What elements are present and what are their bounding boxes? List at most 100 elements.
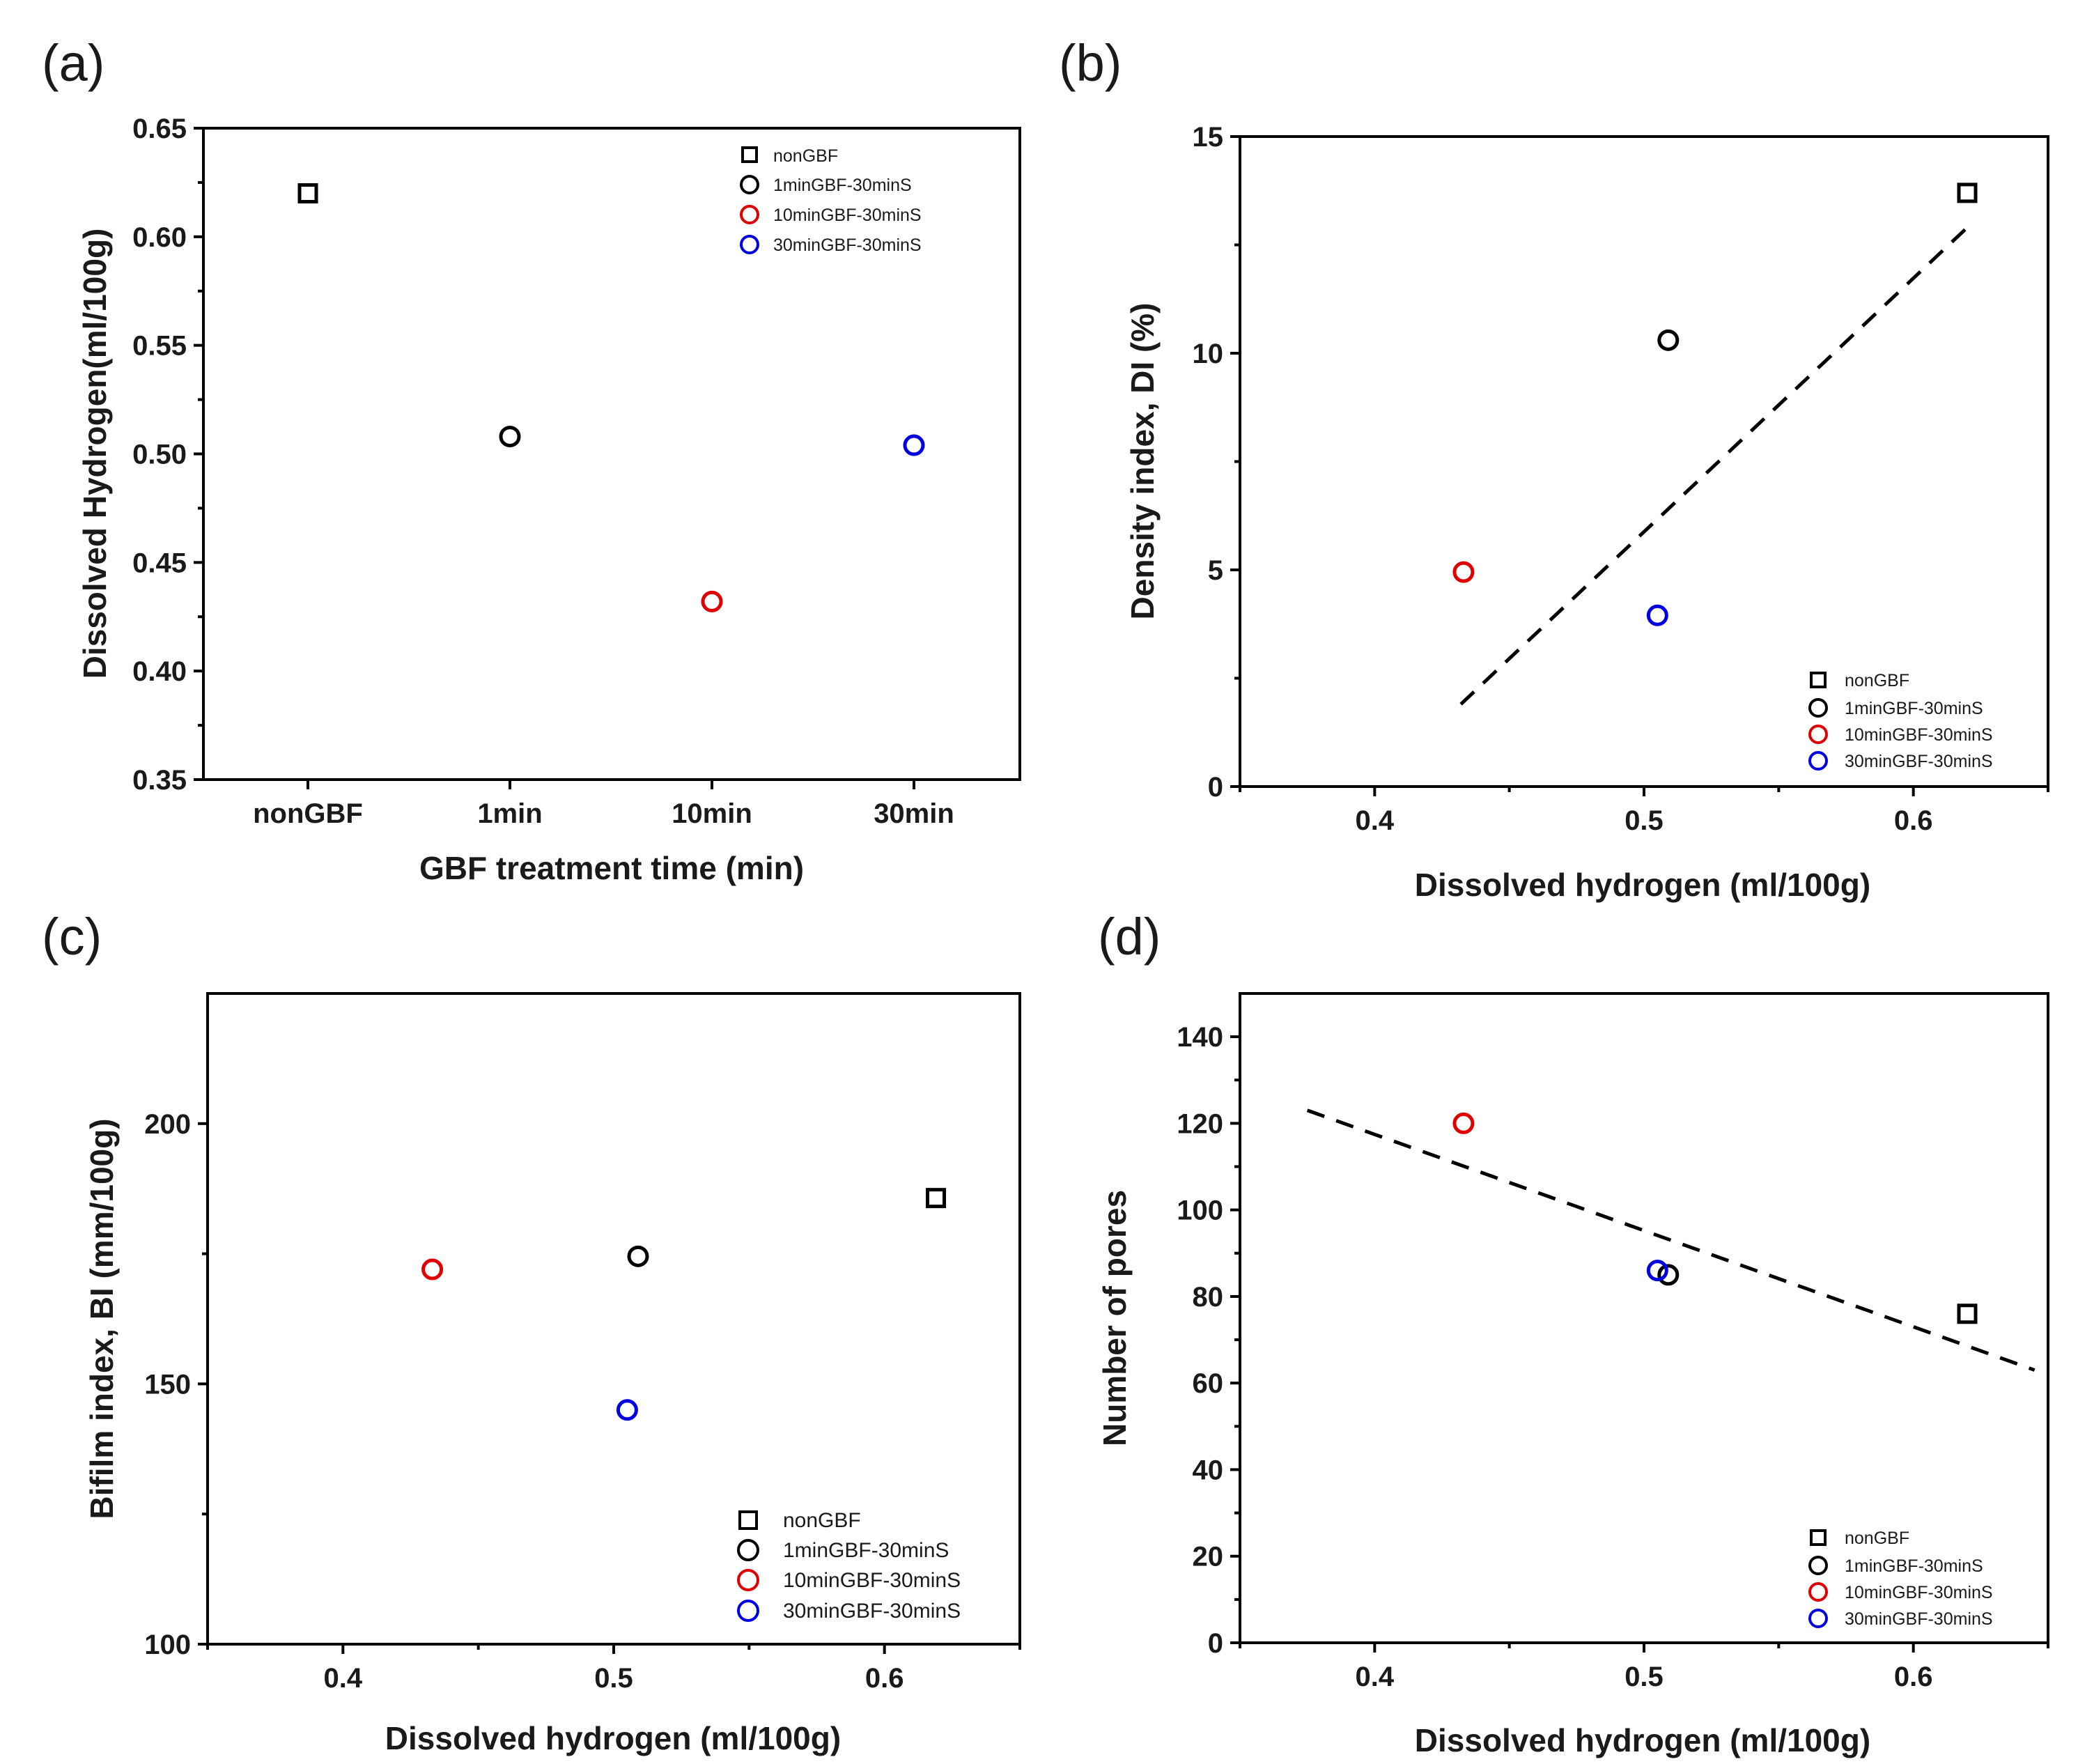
panel-b-x-axis-title: Dissolved hydrogen (ml/100g) [1415, 867, 1870, 903]
legend-b-label-10min: 10minGBF-30minS [1845, 725, 1993, 745]
panel-a: (a) nonGBF 1min 10min 30min 0.35 0.40 0.45 0.50… [42, 34, 1021, 886]
data-point-m10 [701, 590, 723, 612]
y-tick-label: 0 [1208, 1628, 1223, 1659]
y-tick-label: 0.35 [132, 765, 187, 796]
legend-b-label-1min: 1minGBF-30minS [1845, 699, 1983, 718]
legend-d-marker-nongbf [1810, 1529, 1827, 1546]
data-point-m1 [1657, 329, 1680, 351]
data-point-nonGBF [926, 1188, 947, 1209]
panel-c-legend: nonGBF 1minGBF-30minS 10minGBF-30minS 30… [737, 1509, 961, 1623]
data-point-nonGBF [1957, 183, 1978, 203]
data-point-m10 [1452, 1112, 1475, 1134]
x-tick-label: 0.4 [1356, 805, 1395, 836]
data-point-nonGBF [1957, 1303, 1978, 1324]
data-point-m30 [903, 434, 925, 456]
y-tick-label: 60 [1193, 1368, 1224, 1399]
data-point-nonGBF [297, 183, 318, 203]
panel-c-marks [421, 1188, 947, 1421]
x-tick-label: 0.5 [1625, 805, 1664, 836]
legend-a-marker-30min [740, 235, 759, 254]
panel-d-x-axis-title: Dissolved hydrogen (ml/100g) [1415, 1722, 1870, 1758]
panel-c-label: (c) [42, 908, 102, 966]
y-tick-label: 0.65 [132, 114, 187, 144]
x-tick-label: 30min [874, 798, 954, 829]
y-tick-label: 40 [1193, 1455, 1224, 1485]
data-point-m30 [1646, 604, 1668, 626]
y-tick-label: 150 [144, 1369, 191, 1400]
legend-d-label-1min: 1minGBF-30minS [1845, 1556, 1983, 1576]
panel-b-y-axis-title: Density index, DI (%) [1124, 303, 1161, 620]
legend-b-marker-nongbf [1810, 672, 1827, 688]
panel-b-label: (b) [1059, 34, 1122, 92]
legend-b-marker-1min [1808, 698, 1828, 718]
y-tick-label: 0.50 [132, 440, 187, 470]
legend-c-label-30min: 30minGBF-30minS [783, 1600, 961, 1623]
y-tick-label: 100 [144, 1630, 191, 1660]
y-tick-label: 10 [1193, 339, 1224, 369]
y-tick-label: 0.40 [132, 656, 187, 687]
panel-d: (d) 0.4 0.5 0.6 0 20 40 60 80 100 120 140 Dissolve… [1096, 908, 2049, 1758]
legend-d-label-10min: 10minGBF-30minS [1845, 1583, 1993, 1602]
x-tick-label: 1min [477, 798, 542, 829]
legend-c-marker-1min [737, 1539, 759, 1561]
panel-c-x-axis-title: Dissolved hydrogen (ml/100g) [385, 1720, 841, 1756]
legend-a-label-30min: 30minGBF-30minS [773, 235, 922, 255]
y-tick-label: 140 [1177, 1022, 1223, 1053]
panel-b: (b) 0.4 0.5 0.6 0 5 10 15 Dissolved hydrogen (… [1059, 34, 2049, 903]
data-point-m30 [1646, 1260, 1668, 1282]
panel-a-x-axis-title: GBF treatment time (min) [419, 850, 804, 886]
panel-b-legend: nonGBF 1minGBF-30minS 10minGBF-30minS 30… [1808, 671, 1993, 771]
trend-line [1459, 226, 1969, 706]
legend-c-label-10min: 10minGBF-30minS [783, 1569, 961, 1592]
panel-c-y-axis-title: Bifilm index, BI (mm/100g) [84, 1118, 120, 1519]
panel-d-y-axis-title: Number of pores [1096, 1190, 1133, 1446]
legend-c-marker-nongbf [738, 1510, 758, 1530]
legend-a-label-1min: 1minGBF-30minS [773, 176, 912, 195]
panel-a-marks [297, 183, 925, 612]
y-tick-label: 0.60 [132, 222, 187, 253]
panel-b-marks [1452, 183, 1978, 706]
data-point-m30 [616, 1399, 638, 1421]
x-tick-label: 0.6 [1894, 1662, 1933, 1692]
legend-c-label-1min: 1minGBF-30minS [783, 1539, 949, 1562]
panel-a-label: (a) [42, 34, 104, 92]
y-tick-label: 0 [1208, 772, 1223, 803]
panel-d-ticks: 0.4 0.5 0.6 0 20 40 60 80 100 120 140 [1177, 1022, 2049, 1692]
legend-a-marker-1min [740, 175, 759, 194]
legend-d-marker-1min [1808, 1556, 1828, 1575]
legend-a-label-10min: 10minGBF-30minS [773, 206, 922, 225]
legend-d-marker-30min [1808, 1609, 1828, 1628]
legend-d-label-nongbf: nonGBF [1845, 1529, 1909, 1548]
panel-a-ticks: nonGBF 1min 10min 30min 0.35 0.40 0.45 0.50 0.55… [132, 114, 954, 829]
panel-d-legend: nonGBF 1minGBF-30minS 10minGBF-30minS 30… [1808, 1529, 1993, 1629]
data-point-m1 [627, 1245, 649, 1267]
panel-a-y-axis-title: Dissolved Hydrogen(ml/100g) [77, 229, 113, 679]
panel-b-ticks: 0.4 0.5 0.6 0 5 10 15 [1193, 122, 2049, 836]
data-point-m1 [499, 426, 521, 448]
x-tick-label: 0.6 [1894, 805, 1933, 836]
x-tick-label: 0.6 [865, 1663, 904, 1694]
legend-b-marker-30min [1808, 751, 1828, 771]
panel-d-label: (d) [1098, 908, 1161, 966]
panel-a-legend: nonGBF 1minGBF-30minS 10minGBF-30minS 30… [740, 146, 922, 255]
x-tick-label: 0.5 [594, 1663, 633, 1694]
legend-b-label-nongbf: nonGBF [1845, 671, 1909, 690]
legend-b-marker-10min [1808, 725, 1828, 744]
x-tick-label: 10min [672, 798, 752, 829]
y-tick-label: 120 [1177, 1108, 1223, 1139]
data-point-m10 [1452, 561, 1475, 583]
y-tick-label: 15 [1193, 122, 1224, 153]
legend-d-label-30min: 30minGBF-30minS [1845, 1609, 1993, 1629]
legend-a-marker-nongbf [741, 146, 758, 163]
data-point-m1 [1657, 1264, 1680, 1286]
trend-line [1306, 1108, 2036, 1372]
y-tick-label: 100 [1177, 1196, 1223, 1226]
panel-d-marks [1306, 1108, 2036, 1372]
x-tick-label: nonGBF [253, 798, 363, 829]
y-tick-label: 5 [1208, 555, 1223, 586]
y-tick-label: 0.55 [132, 331, 187, 362]
legend-c-label-nongbf: nonGBF [783, 1509, 861, 1532]
x-tick-label: 0.5 [1625, 1662, 1664, 1692]
